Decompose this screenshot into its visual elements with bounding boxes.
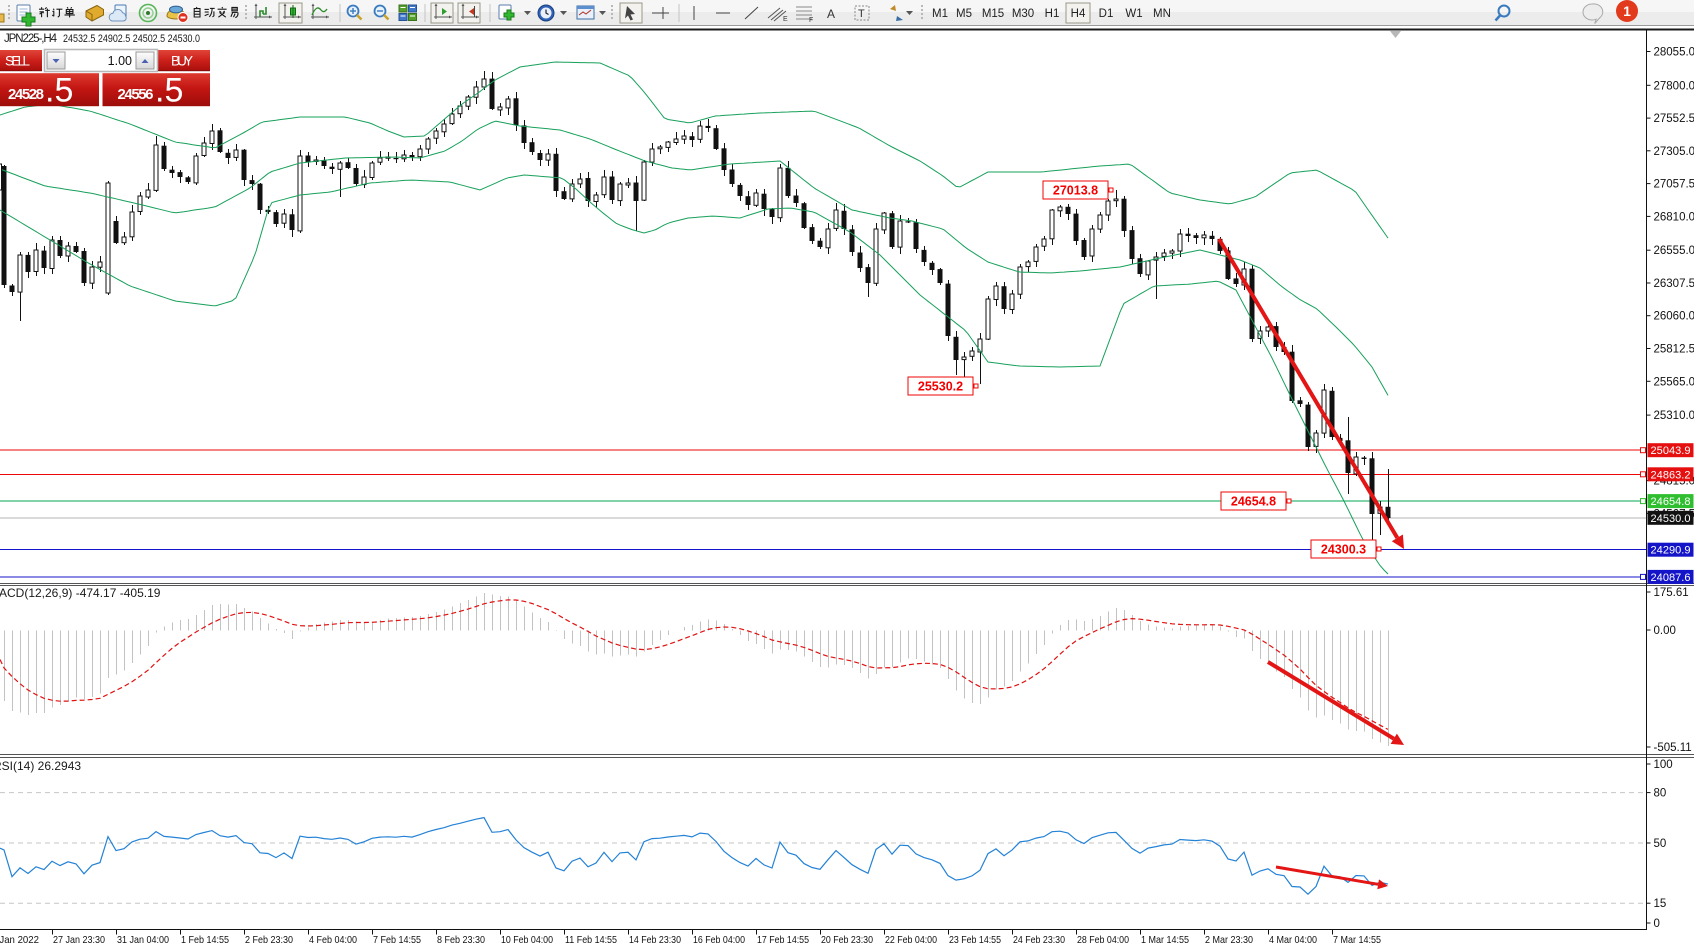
svg-text:24654.8: 24654.8 [1231, 495, 1276, 509]
svg-text:27 Jan 23:30: 27 Jan 23:30 [53, 934, 105, 946]
svg-text:24290.9: 24290.9 [1651, 545, 1691, 557]
svg-text:E: E [783, 16, 788, 23]
svg-text:24532.5 24902.5 24502.5 24530.: 24532.5 24902.5 24502.5 24530.0 [63, 33, 200, 45]
svg-text:24300.3: 24300.3 [1321, 543, 1366, 557]
svg-text:100: 100 [1654, 759, 1673, 771]
svg-text:1: 1 [1623, 3, 1631, 19]
svg-text:25043.9: 25043.9 [1651, 445, 1691, 457]
svg-text:24556: 24556 [118, 86, 154, 103]
svg-text:7 Feb 14:55: 7 Feb 14:55 [373, 934, 421, 946]
svg-text:27552.5: 27552.5 [1654, 113, 1694, 125]
svg-text:MN: MN [1153, 8, 1171, 20]
svg-text:24087.6: 24087.6 [1651, 572, 1691, 584]
svg-text:22 Feb 04:00: 22 Feb 04:00 [885, 934, 937, 946]
svg-text:RSI(14) 26.2943: RSI(14) 26.2943 [0, 759, 81, 773]
svg-text:4 Feb 04:00: 4 Feb 04:00 [309, 934, 357, 946]
svg-text:24530.0: 24530.0 [1651, 513, 1691, 525]
svg-text:16 Feb 04:00: 16 Feb 04:00 [693, 934, 745, 946]
svg-text:0: 0 [1654, 918, 1660, 930]
svg-text:M15: M15 [982, 8, 1004, 20]
svg-text:MACD(12,26,9) -474.17 -405.19: MACD(12,26,9) -474.17 -405.19 [0, 586, 161, 600]
svg-text:8 Feb 23:30: 8 Feb 23:30 [437, 934, 485, 946]
svg-text:W1: W1 [1125, 8, 1142, 20]
svg-text:20 Feb 23:30: 20 Feb 23:30 [821, 934, 873, 946]
svg-text:1.00: 1.00 [108, 54, 132, 68]
svg-text:JPN225-,H4: JPN225-,H4 [4, 33, 58, 45]
svg-text:1 Feb 14:55: 1 Feb 14:55 [181, 934, 229, 946]
svg-text:27800.0: 27800.0 [1654, 80, 1694, 92]
svg-text:.5: .5 [45, 72, 73, 110]
svg-text:24863.2: 24863.2 [1651, 469, 1691, 481]
svg-text:-505.11: -505.11 [1654, 742, 1692, 754]
svg-text:50: 50 [1654, 838, 1667, 850]
svg-text:BUY: BUY [171, 54, 193, 69]
svg-text:26 Jan 2022: 26 Jan 2022 [0, 934, 39, 946]
svg-text:24 Feb 23:30: 24 Feb 23:30 [1013, 934, 1065, 946]
svg-text:F: F [809, 17, 813, 24]
svg-text:26307.5: 26307.5 [1654, 278, 1694, 290]
svg-text:M30: M30 [1012, 8, 1034, 20]
svg-text:SELL: SELL [5, 54, 30, 69]
svg-text:23 Feb 14:55: 23 Feb 14:55 [949, 934, 1001, 946]
svg-text:28 Feb 04:00: 28 Feb 04:00 [1077, 934, 1129, 946]
svg-text:175.61: 175.61 [1654, 587, 1689, 599]
svg-text:14 Feb 23:30: 14 Feb 23:30 [629, 934, 681, 946]
svg-text:27057.5: 27057.5 [1654, 179, 1694, 191]
svg-text:M1: M1 [932, 8, 948, 20]
svg-text:27305.0: 27305.0 [1654, 146, 1694, 158]
svg-text:27013.8: 27013.8 [1053, 184, 1098, 198]
svg-text:11 Feb 14:55: 11 Feb 14:55 [565, 934, 617, 946]
svg-text:26810.0: 26810.0 [1654, 211, 1694, 223]
svg-text:1 Mar 14:55: 1 Mar 14:55 [1141, 934, 1189, 946]
svg-text:A: A [827, 7, 835, 21]
svg-text:15: 15 [1654, 898, 1667, 910]
svg-text:4 Mar 04:00: 4 Mar 04:00 [1269, 934, 1317, 946]
svg-text:31 Jan 04:00: 31 Jan 04:00 [117, 934, 169, 946]
svg-text:T: T [858, 8, 865, 20]
svg-text:H4: H4 [1071, 8, 1086, 20]
svg-text:.5: .5 [155, 72, 183, 110]
svg-text:2 Feb 23:30: 2 Feb 23:30 [245, 934, 293, 946]
svg-text:25530.2: 25530.2 [918, 380, 963, 394]
svg-text:7 Mar 14:55: 7 Mar 14:55 [1333, 934, 1381, 946]
svg-text:28055.0: 28055.0 [1654, 47, 1694, 59]
svg-text:H1: H1 [1045, 8, 1060, 20]
svg-text:24654.8: 24654.8 [1651, 496, 1691, 508]
svg-text:26060.0: 26060.0 [1654, 311, 1694, 323]
svg-text:0.00: 0.00 [1654, 625, 1676, 637]
svg-text:10 Feb 04:00: 10 Feb 04:00 [501, 934, 553, 946]
svg-text:80: 80 [1654, 788, 1667, 800]
svg-text:24528: 24528 [8, 86, 44, 103]
svg-text:25310.0: 25310.0 [1654, 410, 1694, 422]
svg-text:25565.0: 25565.0 [1654, 376, 1694, 388]
svg-text:26555.0: 26555.0 [1654, 245, 1694, 257]
svg-text:2 Mar 23:30: 2 Mar 23:30 [1205, 934, 1253, 946]
svg-text:25812.5: 25812.5 [1654, 344, 1694, 356]
svg-text:D1: D1 [1099, 8, 1114, 20]
svg-text:17 Feb 14:55: 17 Feb 14:55 [757, 934, 809, 946]
svg-text:M5: M5 [956, 8, 972, 20]
